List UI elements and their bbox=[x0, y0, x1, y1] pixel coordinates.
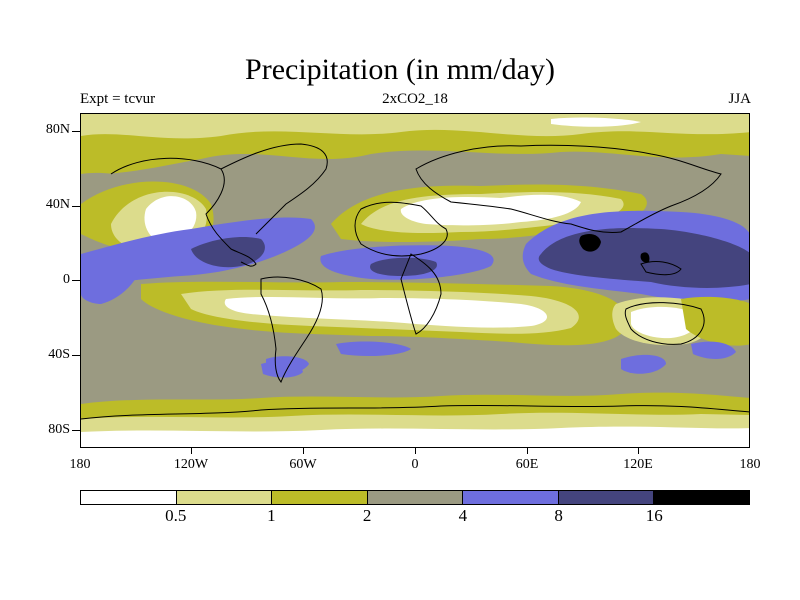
east-pacific-4-8 bbox=[81, 255, 141, 304]
colorbar-level-label: 8 bbox=[554, 506, 563, 525]
lat-label-40s: 40S bbox=[48, 347, 70, 362]
colorbar-level-label: 4 bbox=[458, 506, 468, 525]
colorbar-level-label: 0.5 bbox=[165, 506, 187, 525]
itcz-americas-8-16 bbox=[191, 237, 265, 268]
arctic-dry-patch bbox=[551, 117, 641, 127]
lat-tick bbox=[72, 430, 80, 431]
colorbar-level-label: 16 bbox=[645, 506, 663, 525]
colorbar-level-label: 2 bbox=[362, 506, 372, 525]
colorbar-level-label: 1 bbox=[267, 506, 276, 525]
s-midlat-blue-4 bbox=[691, 341, 736, 359]
lon-label-120e: 120E bbox=[623, 457, 653, 472]
bay-of-bengal-16-plus bbox=[579, 234, 601, 252]
lon-label-0: 0 bbox=[411, 457, 419, 472]
precipitation-map bbox=[80, 113, 750, 448]
lat-label-80n: 80N bbox=[45, 122, 70, 137]
run-label: 2xCO2_18 bbox=[382, 91, 448, 107]
pacific-s-blue bbox=[261, 361, 303, 378]
lat-label-80s: 80S bbox=[48, 422, 70, 437]
lon-label-180e: 180 bbox=[739, 457, 761, 472]
colorbar-segment bbox=[176, 491, 273, 504]
australia-dry bbox=[631, 306, 698, 339]
lat-tick bbox=[72, 355, 80, 356]
lat-label-40n: 40N bbox=[45, 197, 70, 212]
lat-tick bbox=[72, 206, 80, 207]
lat-label-0: 0 bbox=[63, 272, 70, 287]
colorbar-segment bbox=[272, 491, 368, 504]
lon-tick bbox=[303, 448, 304, 454]
colorbar-segment bbox=[367, 491, 464, 504]
colorbar-segment bbox=[463, 491, 559, 504]
lat-tick bbox=[72, 280, 80, 281]
lon-label-60w: 60W bbox=[289, 457, 317, 472]
experiment-label: Expt = tcvur bbox=[80, 91, 156, 107]
colorbar-segment bbox=[558, 491, 655, 504]
lon-tick bbox=[638, 448, 639, 454]
lon-tick bbox=[415, 448, 416, 454]
lon-tick bbox=[527, 448, 528, 454]
lon-label-120w: 120W bbox=[173, 457, 209, 472]
coastlines bbox=[81, 143, 749, 420]
lon-label-60e: 60E bbox=[515, 457, 539, 472]
sahara-arabia-dry bbox=[400, 194, 581, 226]
pacific-sw-olive bbox=[681, 296, 749, 346]
pacific-hotspot-16-plus bbox=[640, 252, 650, 263]
s-midlat-blue-2 bbox=[336, 341, 411, 357]
s-subtropics-dry bbox=[224, 296, 548, 328]
midlat-band-2-4 bbox=[81, 150, 749, 186]
lon-label-180w: 180 bbox=[69, 457, 91, 472]
s-midlat-blue-3 bbox=[621, 354, 666, 374]
colorbar bbox=[80, 490, 750, 505]
colorbar-segment bbox=[81, 491, 177, 504]
antarctic-dry bbox=[81, 426, 749, 447]
itcz-africa-8-16 bbox=[370, 257, 437, 276]
colorbar-segment bbox=[654, 491, 750, 504]
map-title: Precipitation (in mm/day) bbox=[245, 53, 555, 86]
lon-tick bbox=[191, 448, 192, 454]
lat-tick bbox=[72, 131, 80, 132]
season-label: JJA bbox=[728, 91, 751, 107]
